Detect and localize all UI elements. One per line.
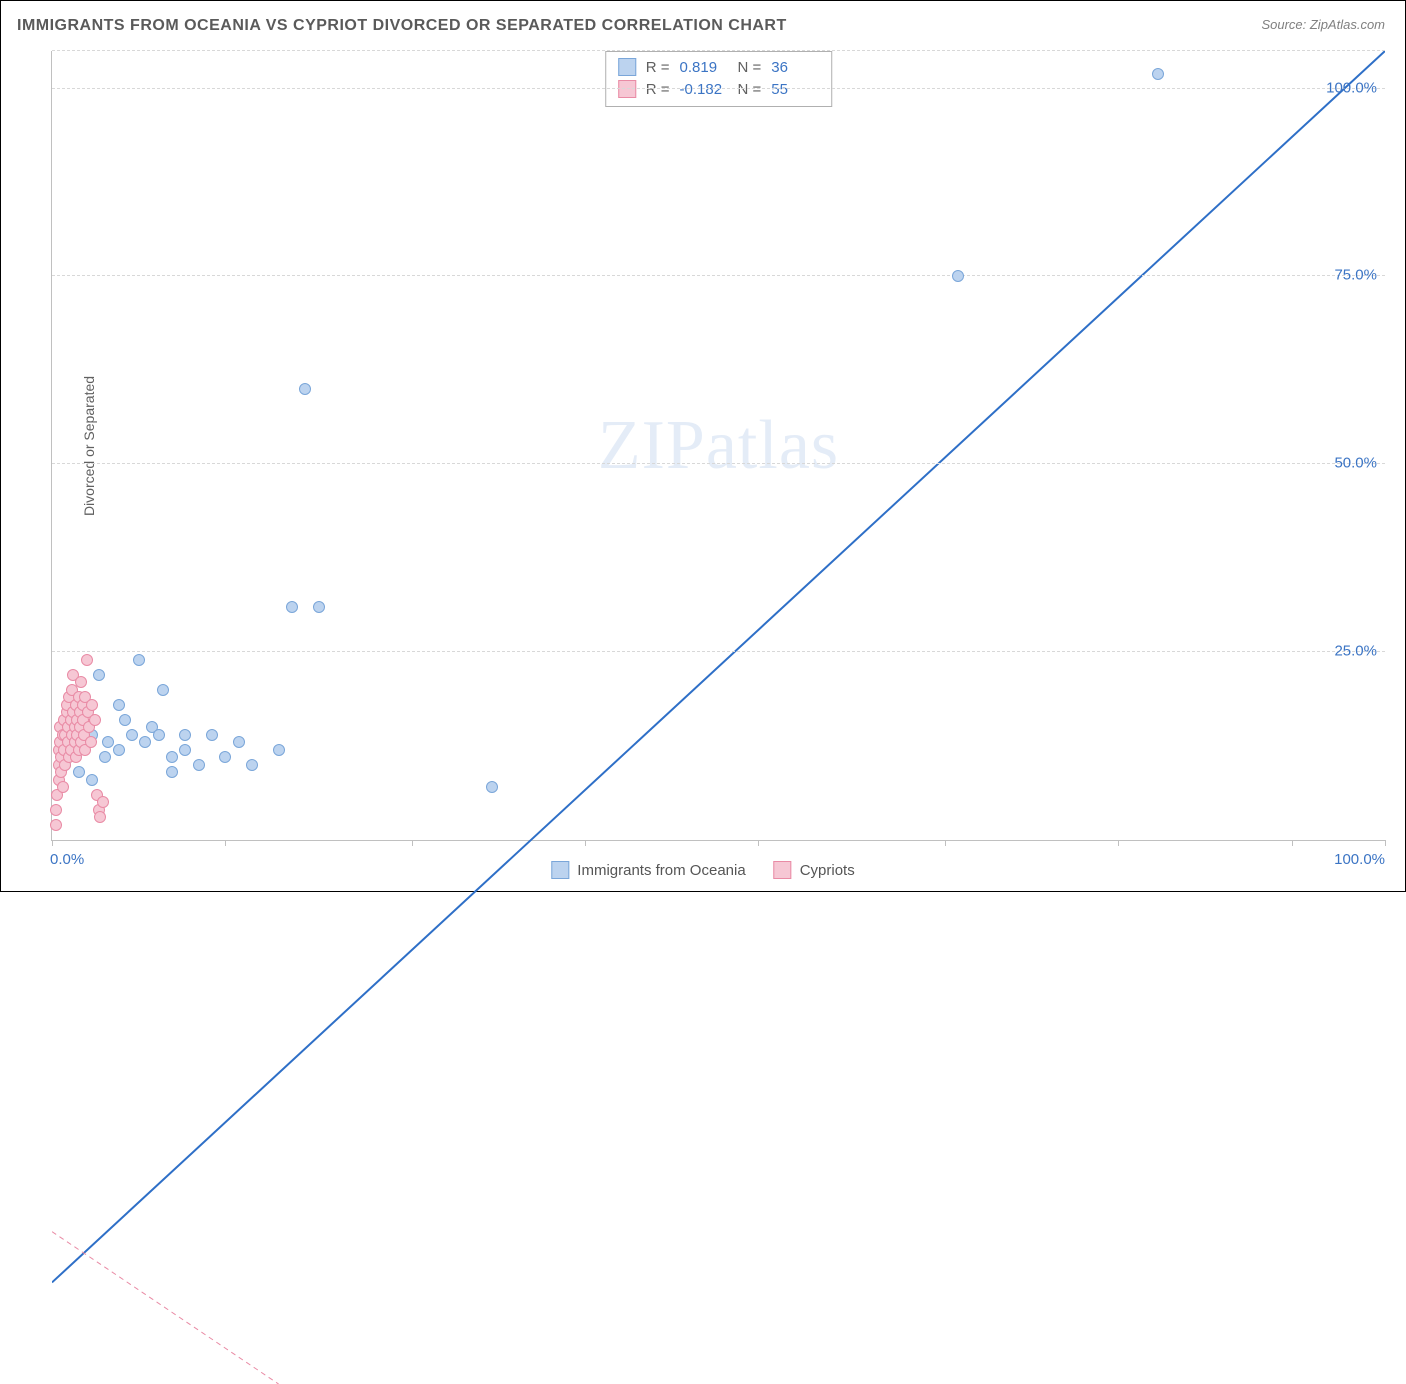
swatch-icon [774, 861, 792, 879]
data-point [952, 270, 964, 282]
data-point [86, 774, 98, 786]
data-point [50, 804, 62, 816]
gridline [52, 651, 1385, 652]
data-point [313, 601, 325, 613]
data-point [273, 744, 285, 756]
data-point [193, 759, 205, 771]
chart-container: IMMIGRANTS FROM OCEANIA VS CYPRIOT DIVOR… [0, 0, 1406, 892]
x-tick [52, 840, 53, 846]
y-tick-label: 25.0% [1334, 643, 1377, 660]
data-point [75, 676, 87, 688]
x-tick-label-max: 100.0% [1334, 851, 1385, 868]
gridline [52, 50, 1385, 51]
y-tick-label: 75.0% [1334, 267, 1377, 284]
data-point [166, 766, 178, 778]
data-point [1152, 68, 1164, 80]
legend-row-2: R = -0.182 N = 55 [618, 78, 820, 100]
data-point [50, 819, 62, 831]
r-label-2: R = [646, 81, 670, 98]
watermark: ZIPatlas [598, 406, 839, 486]
watermark-bold: ZIP [598, 407, 706, 484]
data-point [157, 684, 169, 696]
data-point [89, 714, 101, 726]
watermark-light: atlas [706, 407, 839, 484]
r-label-1: R = [646, 59, 670, 76]
swatch-series2 [618, 80, 636, 98]
x-tick [1292, 840, 1293, 846]
data-point [85, 736, 97, 748]
swatch-series1 [618, 58, 636, 76]
plot-area: ZIPatlas R = 0.819 N = 36 R = -0.182 N =… [51, 51, 1385, 841]
y-tick-label: 50.0% [1334, 455, 1377, 472]
gridline [52, 275, 1385, 276]
x-tick [1385, 840, 1386, 846]
n-label-1: N = [738, 59, 762, 76]
x-tick [412, 840, 413, 846]
correlation-legend: R = 0.819 N = 36 R = -0.182 N = 55 [605, 51, 833, 107]
gridline [52, 88, 1385, 89]
data-point [113, 744, 125, 756]
data-point [286, 601, 298, 613]
series-legend: Immigrants from Oceania Cypriots [551, 861, 854, 879]
data-point [206, 729, 218, 741]
x-tick [225, 840, 226, 846]
chart-title: IMMIGRANTS FROM OCEANIA VS CYPRIOT DIVOR… [17, 17, 787, 35]
data-point [99, 751, 111, 763]
x-tick [758, 840, 759, 846]
swatch-icon [551, 861, 569, 879]
data-point [219, 751, 231, 763]
data-point [81, 654, 93, 666]
data-point [97, 796, 109, 808]
data-point [153, 729, 165, 741]
data-point [139, 736, 151, 748]
legend-item-2: Cypriots [774, 861, 855, 879]
legend-label-2: Cypriots [800, 862, 855, 879]
n-label-2: N = [738, 81, 762, 98]
trend-line [52, 51, 1385, 1282]
data-point [119, 714, 131, 726]
data-point [299, 383, 311, 395]
source-label: Source: ZipAtlas.com [1261, 17, 1385, 32]
data-point [166, 751, 178, 763]
data-point [233, 736, 245, 748]
data-point [73, 766, 85, 778]
data-point [113, 699, 125, 711]
legend-row-1: R = 0.819 N = 36 [618, 56, 820, 78]
x-tick-label-min: 0.0% [50, 851, 84, 868]
r-value-2: -0.182 [680, 81, 728, 98]
data-point [86, 699, 98, 711]
data-point [126, 729, 138, 741]
trend-line [52, 1232, 279, 1384]
x-tick [1118, 840, 1119, 846]
x-tick [585, 840, 586, 846]
legend-label-1: Immigrants from Oceania [577, 862, 745, 879]
n-value-1: 36 [771, 59, 819, 76]
r-value-1: 0.819 [680, 59, 728, 76]
data-point [246, 759, 258, 771]
data-point [94, 811, 106, 823]
data-point [179, 744, 191, 756]
legend-item-1: Immigrants from Oceania [551, 861, 745, 879]
n-value-2: 55 [771, 81, 819, 98]
gridline [52, 463, 1385, 464]
data-point [93, 669, 105, 681]
x-tick [945, 840, 946, 846]
data-point [57, 781, 69, 793]
data-point [486, 781, 498, 793]
y-tick-label: 100.0% [1326, 79, 1377, 96]
data-point [179, 729, 191, 741]
data-point [133, 654, 145, 666]
trend-lines [52, 51, 1385, 1384]
